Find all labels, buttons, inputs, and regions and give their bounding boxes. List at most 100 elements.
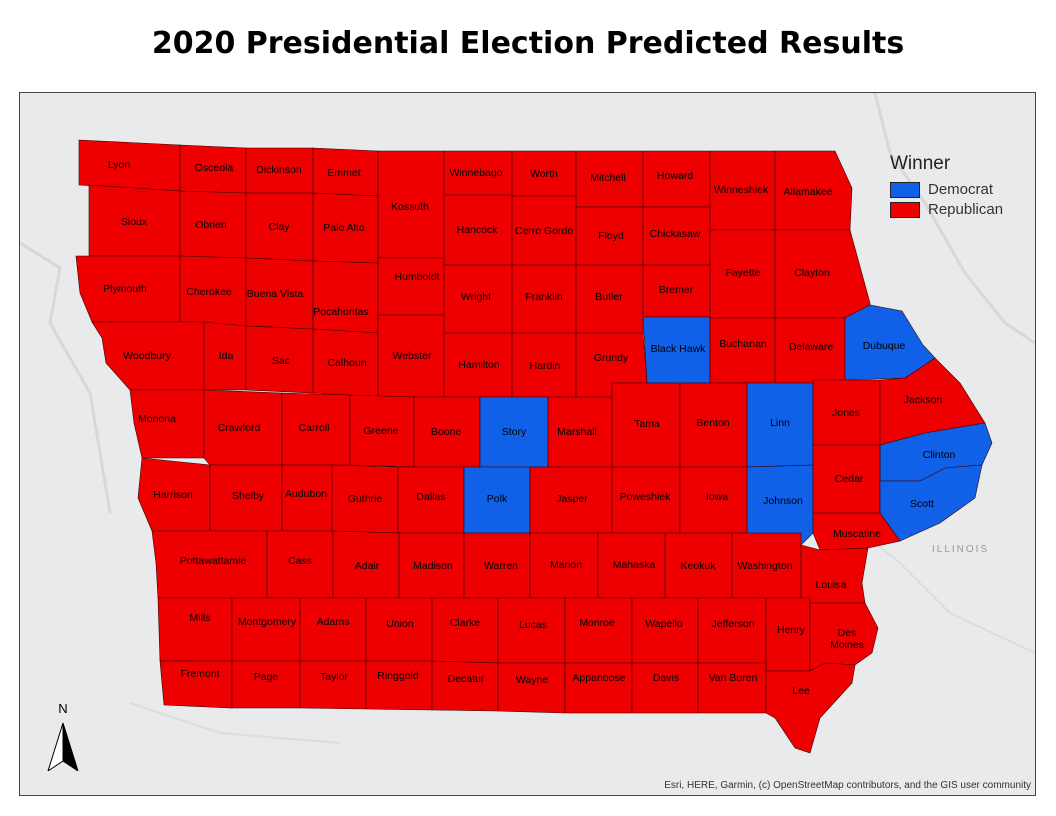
county-label-jackson: Jackson bbox=[904, 394, 943, 406]
county-label-jones: Jones bbox=[832, 407, 860, 419]
county-label-chickasaw: Chickasaw bbox=[650, 228, 701, 240]
county-label-calhoun: Calhoun bbox=[327, 357, 366, 369]
county-page[interactable] bbox=[231, 660, 301, 709]
legend-item-label: Republican bbox=[928, 201, 1004, 218]
county-label-monona: Monona bbox=[138, 413, 176, 425]
county-label-henry: Henry bbox=[777, 624, 806, 636]
county-label-keokuk: Keokuk bbox=[680, 560, 716, 572]
county-label-monroe: Monroe bbox=[579, 617, 615, 629]
county-label-hamilton: Hamilton bbox=[458, 359, 500, 371]
county-monroe[interactable] bbox=[564, 597, 633, 664]
north-arrow: N bbox=[46, 701, 80, 771]
county-davis[interactable] bbox=[631, 662, 699, 714]
county-label-allamakee: Allamakee bbox=[783, 186, 832, 198]
county-label-iowa: Iowa bbox=[706, 491, 728, 503]
county-label-boone: Boone bbox=[431, 426, 462, 438]
county-label-clinton: Clinton bbox=[923, 449, 956, 461]
county-label-jasper: Jasper bbox=[556, 493, 588, 505]
county-label-mills: Mills bbox=[190, 612, 211, 624]
county-label-harrison: Harrison bbox=[153, 489, 193, 501]
county-label-black-hawk: Black Hawk bbox=[651, 343, 707, 355]
county-label-washington: Washington bbox=[737, 560, 792, 572]
county-label-linn: Linn bbox=[770, 417, 790, 429]
county-label-pocahontas: Pocahontas bbox=[313, 306, 368, 318]
county-label-sioux: Sioux bbox=[121, 216, 148, 228]
county-wapello[interactable] bbox=[631, 597, 699, 664]
county-allamakee[interactable] bbox=[774, 150, 853, 231]
county-label-cerro-gordo: Cerro Gordo bbox=[515, 225, 574, 237]
county-ringgold[interactable] bbox=[365, 660, 433, 711]
county-label-buena-vista: Buena Vista bbox=[247, 288, 304, 300]
legend-item-label: Democrat bbox=[928, 181, 994, 198]
county-label-cass: Cass bbox=[288, 555, 312, 567]
county-humboldt[interactable] bbox=[377, 257, 445, 316]
north-arrow-label: N bbox=[58, 701, 68, 716]
county-clarke[interactable] bbox=[431, 597, 499, 664]
counties-layer bbox=[75, 139, 993, 754]
county-label-muscatine: Muscatine bbox=[833, 528, 881, 540]
county-label-hardin: Hardin bbox=[530, 360, 561, 372]
county-label-appanoose: Appanoose bbox=[572, 672, 625, 684]
county-louisa[interactable] bbox=[800, 544, 869, 604]
county-label-johnson: Johnson bbox=[763, 495, 803, 507]
county-label-adair: Adair bbox=[355, 560, 380, 572]
county-label-van-buren: Van Buren bbox=[709, 672, 758, 684]
county-montgomery[interactable] bbox=[231, 597, 301, 662]
county-label-emmet: Emmet bbox=[327, 167, 360, 179]
county-label-jefferson: Jefferson bbox=[712, 618, 755, 630]
county-dubuque[interactable] bbox=[844, 304, 936, 381]
county-buchanan[interactable] bbox=[709, 317, 776, 384]
legend-title: Winner bbox=[890, 153, 951, 174]
county-label-poweshiek: Poweshiek bbox=[620, 491, 672, 503]
county-label-wright: Wright bbox=[461, 291, 491, 303]
county-jefferson[interactable] bbox=[697, 597, 767, 664]
county-label-dubuque: Dubuque bbox=[863, 340, 906, 352]
county-mills[interactable] bbox=[157, 597, 233, 662]
county-label-bremer: Bremer bbox=[659, 284, 694, 296]
county-label-taylor: Taylor bbox=[320, 671, 349, 683]
county-lee[interactable] bbox=[765, 662, 856, 754]
county-label-obrien: Obrien bbox=[195, 219, 227, 231]
county-label-fremont: Fremont bbox=[180, 668, 219, 680]
map-title: 2020 Presidential Election Predicted Res… bbox=[151, 26, 905, 61]
county-label-dallas: Dallas bbox=[416, 491, 445, 503]
county-label-lee: Lee bbox=[792, 685, 810, 697]
county-label-adams: Adams bbox=[317, 616, 350, 628]
county-label-osceola: Osceola bbox=[195, 162, 234, 174]
county-label-pottawattamie: Pottawattamie bbox=[180, 555, 247, 567]
county-label-butler: Butler bbox=[595, 291, 623, 303]
map-frame[interactable]: Lyon Osceola Dickinson Emmet Kossuth Winnebag… bbox=[19, 92, 1036, 796]
county-pocahontas[interactable] bbox=[312, 260, 379, 334]
county-label-clayton: Clayton bbox=[794, 267, 830, 279]
county-label-marion: Marion bbox=[550, 559, 582, 571]
county-appanoose[interactable] bbox=[564, 662, 633, 714]
republican-swatch bbox=[890, 201, 920, 218]
county-label-madison: Madison bbox=[413, 560, 453, 572]
county-label-marshall: Marshall bbox=[557, 426, 597, 438]
county-label-benton: Benton bbox=[696, 417, 729, 429]
county-label-page: Page bbox=[254, 671, 279, 683]
county-label-tama: Tama bbox=[634, 418, 660, 430]
county-decatur[interactable] bbox=[431, 660, 499, 712]
county-label-lucas: Lucas bbox=[519, 619, 547, 631]
county-label-delaware: Delaware bbox=[789, 341, 834, 353]
county-label-winneshiek: Winneshiek bbox=[714, 184, 769, 196]
county-taylor[interactable] bbox=[299, 660, 367, 710]
county-label-union: Union bbox=[386, 618, 414, 630]
county-monona[interactable] bbox=[129, 389, 205, 459]
county-label-ida: Ida bbox=[219, 350, 234, 362]
county-label-palo-alto: Palo Alto bbox=[323, 222, 365, 234]
county-label-shelby: Shelby bbox=[232, 490, 265, 502]
county-label-clarke: Clarke bbox=[450, 617, 481, 629]
county-label-cherokee: Cherokee bbox=[186, 286, 232, 298]
county-wayne[interactable] bbox=[497, 662, 566, 714]
county-adams[interactable] bbox=[299, 597, 367, 662]
county-label-wapello: Wapello bbox=[645, 618, 683, 630]
county-label-kossuth: Kossuth bbox=[391, 201, 429, 213]
county-label-ringgold: Ringgold bbox=[377, 670, 419, 682]
county-label-cedar: Cedar bbox=[835, 473, 864, 485]
county-johnson[interactable] bbox=[746, 464, 814, 546]
legend-item-republican: Republican bbox=[890, 201, 1020, 218]
county-van-buren[interactable] bbox=[697, 662, 767, 714]
county-label-howard: Howard bbox=[657, 170, 693, 182]
